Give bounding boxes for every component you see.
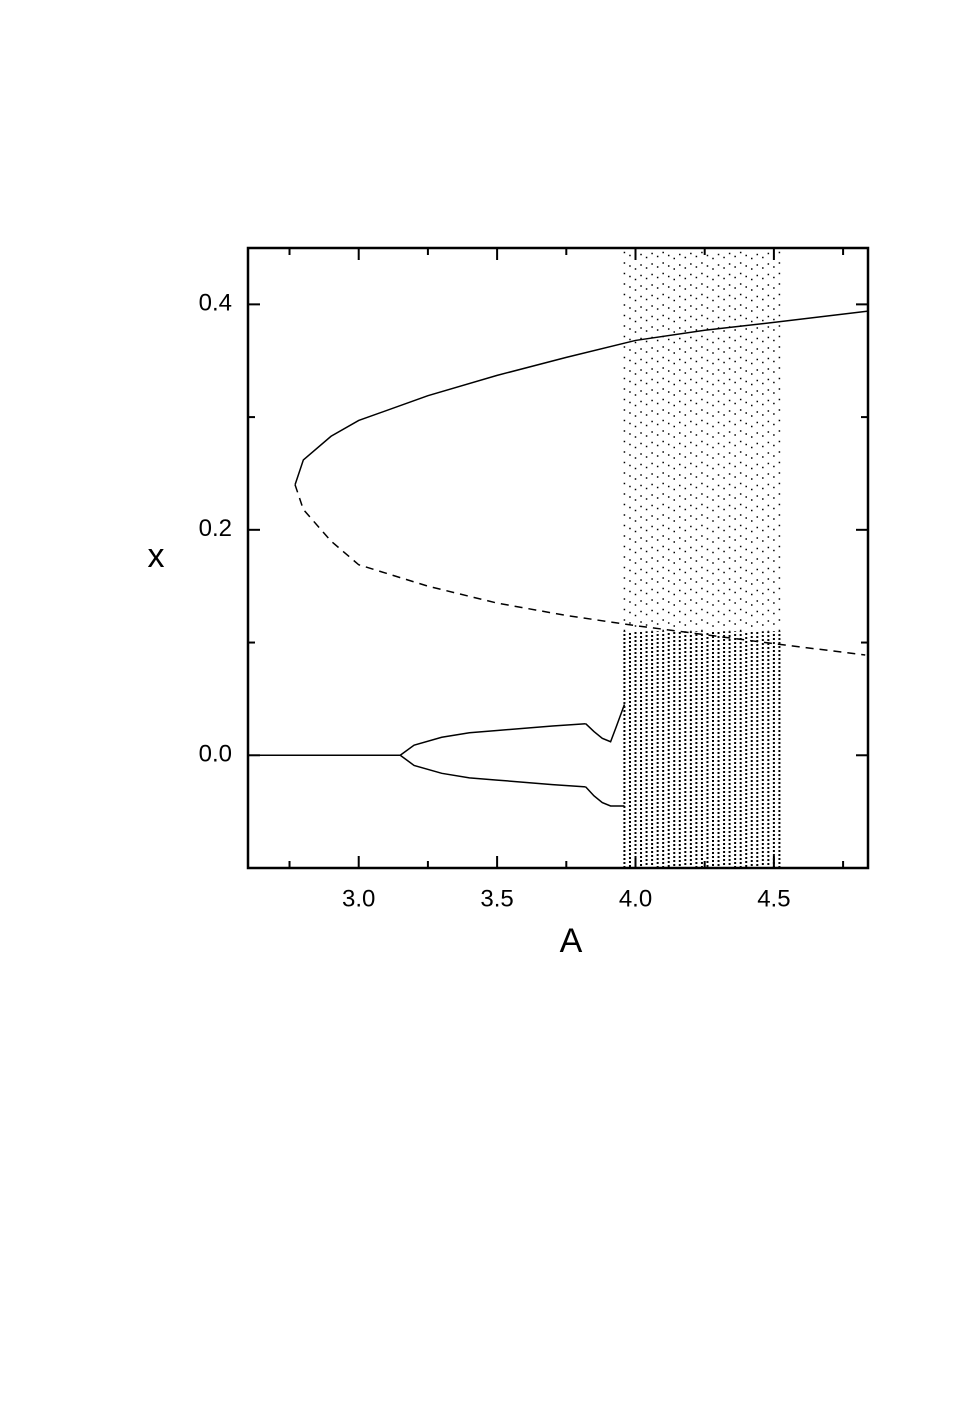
y-tick-label: 0.0 <box>199 741 232 768</box>
y-axis-label: x <box>148 537 165 575</box>
x-tick-label: 3.0 <box>342 885 375 912</box>
y-tick-label: 0.2 <box>199 515 232 542</box>
x-tick-label: 4.5 <box>757 885 790 912</box>
x-tick-label: 4.0 <box>619 885 652 912</box>
x-axis-label: A <box>560 922 583 960</box>
branch-line <box>399 754 586 788</box>
x-tick-label: 3.5 <box>480 885 513 912</box>
branch-line <box>585 786 625 807</box>
y-tick-label: 0.4 <box>199 290 232 317</box>
branch-line <box>294 484 866 656</box>
branch-line <box>399 722 586 756</box>
branch-line <box>585 704 626 743</box>
plot-frame <box>246 246 870 870</box>
branch-line <box>294 310 869 485</box>
